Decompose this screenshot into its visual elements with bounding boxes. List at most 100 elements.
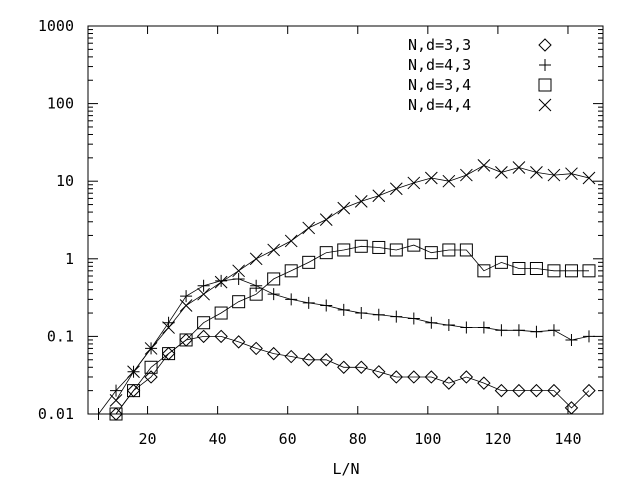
diamond-marker [302,353,316,367]
plus-marker [477,321,490,334]
square-marker [564,264,578,278]
cross-marker [319,213,333,226]
diamond-marker [424,370,439,384]
y-tick-label: 0.01 [38,405,74,423]
plus-marker [285,293,298,306]
cross-marker [249,252,263,266]
diamond-marker [144,370,158,384]
plus-marker [302,296,315,309]
square-marker [162,347,176,361]
diamond-marker [512,383,526,398]
y-tick-label: 10 [56,172,74,190]
plus-marker [460,321,473,334]
cross-marker [179,299,193,312]
square-marker [232,295,246,309]
diamond-marker [547,383,561,398]
cross-marker [582,171,596,185]
diamond-marker [214,329,228,344]
cross-marker [389,182,403,196]
plus-marker [547,324,560,337]
diamond-marker [529,383,544,398]
cross-marker [354,194,368,208]
plus-marker [180,290,193,303]
y-tick-label: 1000 [38,17,74,35]
diamond-marker [319,353,333,367]
x-tick-label: 60 [279,430,297,448]
plus-marker [197,279,210,292]
cross-marker [214,275,228,289]
plus-marker [390,310,403,323]
diamond-marker [459,370,474,384]
cross-marker [424,171,438,185]
square-marker [494,255,508,269]
diamond-marker [477,376,491,390]
cross-marker [337,201,351,215]
cross-marker [538,98,552,112]
square-marker [424,246,438,260]
series-line-3 [115,164,590,401]
x-axis-label: L/N [332,460,359,478]
x-tick-label: 20 [139,430,157,448]
square-marker [477,264,491,278]
cross-marker [267,243,281,257]
square-marker [284,264,298,278]
cross-marker [442,174,456,188]
diamond-marker [494,383,509,398]
cross-marker [284,234,298,248]
square-marker [547,264,561,278]
plus-marker [337,303,350,316]
plus-marker [320,299,333,312]
legend: N,d=3,3 N,d=4,3 N,d=3,4 N,d=4,4 [408,36,552,114]
series-line-2 [115,244,589,415]
series-line-0 [115,336,590,415]
diamond-marker [249,341,263,356]
square-marker [442,243,456,257]
legend-label: N,d=4,4 [408,96,471,114]
cross-marker [109,393,123,407]
cross-marker [162,321,175,334]
diamond-marker [582,383,596,398]
square-marker [144,360,158,374]
plus-marker [495,324,508,337]
diamond-marker [407,370,421,384]
square-marker [389,243,403,257]
series-markers [92,159,596,421]
plus-marker [425,316,438,329]
plus-marker [512,324,525,337]
cross-marker [232,264,245,278]
square-marker [529,261,543,275]
plus-marker [565,333,578,346]
x-tick-label: 40 [209,430,227,448]
cross-marker [372,189,386,203]
y-tick-label: 1 [65,250,74,268]
plus-marker [407,312,420,325]
cross-marker [530,166,543,179]
square-marker [302,255,316,269]
diamond-marker [538,38,552,52]
y-tick-label: 100 [47,95,74,113]
diamond-marker [337,360,351,374]
cross-marker [302,221,316,235]
square-marker [512,261,526,275]
cross-marker [407,176,421,190]
plus-marker [582,330,595,343]
plus-marker [539,59,551,71]
plus-marker [250,279,263,292]
square-marker [582,264,596,278]
square-marker [538,78,552,92]
cross-marker [197,287,210,301]
cross-marker [477,159,491,172]
square-marker [179,333,193,347]
plus-marker [110,384,123,397]
cross-marker [144,342,158,355]
square-marker [354,239,368,253]
diamond-marker [372,365,386,379]
plus-marker [372,308,385,321]
legend-label: N,d=4,3 [408,56,471,74]
plus-marker [267,288,280,301]
y-tick-label: 0.1 [47,327,74,345]
x-tick-label: 100 [414,430,441,448]
x-tick-label: 80 [349,430,367,448]
square-marker [214,306,228,320]
diamond-marker [266,346,281,361]
